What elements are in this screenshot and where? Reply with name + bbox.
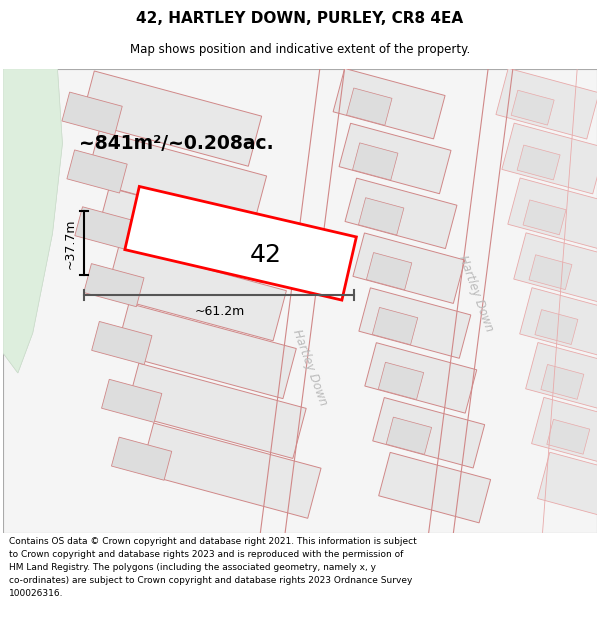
Polygon shape (125, 186, 356, 300)
Polygon shape (511, 90, 554, 125)
Polygon shape (81, 71, 262, 166)
Text: ~841m²/~0.208ac.: ~841m²/~0.208ac. (79, 134, 274, 153)
Polygon shape (547, 419, 590, 454)
Polygon shape (345, 178, 457, 249)
Polygon shape (526, 342, 600, 413)
Polygon shape (347, 88, 392, 125)
Text: Contains OS data © Crown copyright and database right 2021. This information is : Contains OS data © Crown copyright and d… (9, 537, 417, 598)
Polygon shape (3, 69, 62, 373)
Text: ~61.2m: ~61.2m (194, 305, 244, 318)
Polygon shape (125, 363, 306, 459)
Polygon shape (101, 379, 162, 423)
Text: 42: 42 (250, 243, 281, 268)
Polygon shape (529, 255, 572, 289)
Text: Hartley Down: Hartley Down (290, 328, 330, 408)
Text: 42, HARTLEY DOWN, PURLEY, CR8 4EA: 42, HARTLEY DOWN, PURLEY, CR8 4EA (136, 11, 464, 26)
Polygon shape (353, 143, 398, 180)
Polygon shape (373, 398, 485, 468)
Polygon shape (520, 288, 600, 359)
Polygon shape (514, 233, 600, 304)
Polygon shape (106, 246, 286, 341)
Polygon shape (140, 423, 321, 518)
Polygon shape (538, 452, 600, 523)
Polygon shape (373, 308, 418, 345)
Polygon shape (365, 342, 477, 413)
Polygon shape (84, 264, 144, 307)
Polygon shape (67, 150, 127, 193)
Text: Map shows position and indicative extent of the property.: Map shows position and indicative extent… (130, 42, 470, 56)
Polygon shape (116, 303, 296, 399)
Polygon shape (339, 123, 451, 194)
Polygon shape (353, 233, 465, 304)
Polygon shape (358, 198, 404, 235)
Polygon shape (333, 68, 445, 139)
Polygon shape (112, 437, 172, 480)
Polygon shape (62, 92, 122, 135)
Polygon shape (523, 200, 566, 235)
Polygon shape (541, 364, 584, 399)
Polygon shape (359, 288, 471, 358)
Polygon shape (379, 452, 491, 523)
Text: Hartley Down: Hartley Down (457, 253, 496, 333)
Polygon shape (496, 68, 599, 139)
Polygon shape (367, 253, 412, 290)
Text: ~37.7m: ~37.7m (63, 218, 76, 269)
Polygon shape (86, 131, 266, 226)
Polygon shape (96, 188, 277, 283)
Polygon shape (532, 398, 600, 468)
Polygon shape (517, 145, 560, 180)
Polygon shape (386, 417, 431, 454)
Polygon shape (508, 178, 600, 249)
Polygon shape (75, 207, 135, 250)
Polygon shape (378, 362, 424, 399)
Polygon shape (535, 309, 578, 344)
Polygon shape (502, 123, 600, 194)
Polygon shape (92, 321, 152, 364)
